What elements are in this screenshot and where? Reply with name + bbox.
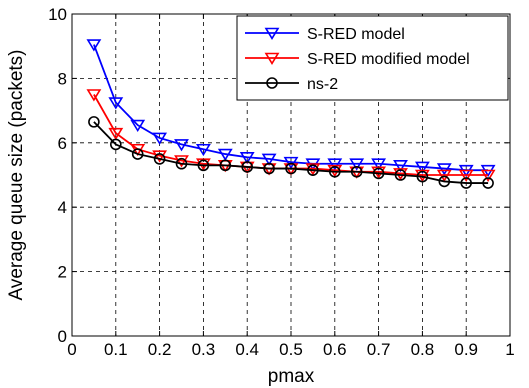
data-point [393,160,408,173]
x-tick-label: 0.2 [148,340,172,359]
data-point [152,150,168,163]
legend-label: ns-2 [307,76,338,93]
data-point [174,155,189,168]
data-point [86,89,102,102]
data-point [152,132,168,145]
data-point [305,163,321,176]
data-point [394,169,407,181]
data-point [349,158,365,171]
series-layer [86,39,496,189]
data-point [174,139,189,152]
data-point [372,167,385,180]
data-point [307,164,319,176]
x-tick-label: 0.1 [104,340,128,359]
y-tick-label: 4 [58,198,67,217]
x-tick-label: 1 [505,340,514,359]
data-point [108,97,124,110]
x-tick-label: 0.9 [454,340,478,359]
series-line [93,121,489,184]
y-tick-label: 6 [58,134,67,153]
legend-entry: S-RED modified model [245,51,470,68]
legend-marker [264,27,280,40]
data-point [371,158,387,171]
legend-entries: S-RED model S-RED modified model ns-2 [245,26,470,93]
data-point [436,163,452,176]
data-point [480,169,496,182]
data-point [482,177,494,189]
data-point [241,161,253,173]
data-point [108,127,124,141]
legend-entry: S-RED model [245,26,405,43]
data-point [88,116,100,128]
legend-entry: ns-2 [245,76,338,93]
data-point [416,170,429,183]
data-point [393,168,408,181]
data-point [285,162,297,175]
data-point [327,164,343,178]
y-tick-label: 2 [58,263,67,282]
data-point [460,177,473,189]
x-axis-title: pmax [268,366,315,387]
data-point [263,162,275,175]
legend-label: S-RED model [307,26,405,43]
data-point [458,169,474,182]
data-point [195,158,211,171]
x-tick-label: 0.5 [279,340,303,359]
y-axis-title: Average queue size (packets) [6,49,27,300]
legend-marker [264,52,280,65]
data-point [175,157,188,170]
y-tick-label: 10 [48,5,67,24]
legend-label: S-RED modified model [307,51,470,68]
data-point [130,119,146,133]
data-point [153,153,166,165]
data-point [197,159,210,172]
series-3 [88,116,494,189]
data-point [436,169,452,182]
legend: S-RED model S-RED modified model ns-2 [236,15,509,101]
data-point [217,148,233,162]
data-point [438,175,451,188]
data-point [261,153,277,166]
data-point [328,165,341,178]
legend-marker [266,77,278,89]
data-point [131,148,144,160]
series-line [93,44,489,172]
x-tick-label: 0.4 [235,340,259,359]
data-point [350,165,363,178]
data-point [86,39,102,52]
x-tick-label: 0.8 [411,340,435,359]
x-tick-label: 0 [67,340,76,359]
x-tick-label: 0.6 [323,340,347,359]
x-tick-label: 0.3 [192,340,216,359]
data-point [219,159,232,172]
y-tick-label: 0 [58,327,67,346]
data-point [371,166,387,179]
data-point [239,151,255,165]
data-point [110,138,122,151]
data-point [283,156,299,170]
data-point [327,158,343,171]
y-tick-label: 8 [58,69,67,88]
x-tick-label: 0.7 [367,340,391,359]
data-point [414,169,430,182]
data-point [195,143,211,157]
data-point [414,161,430,174]
